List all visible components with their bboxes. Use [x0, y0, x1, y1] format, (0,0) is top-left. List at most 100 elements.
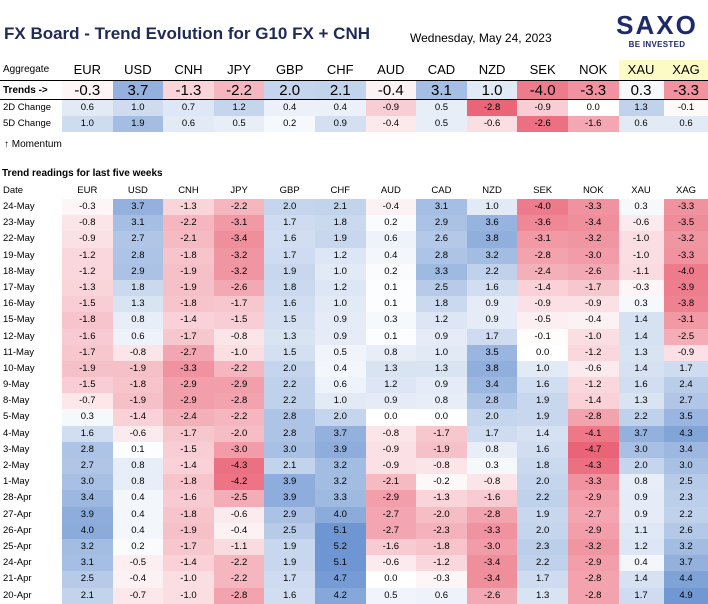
weekly-cell: -0.8 — [213, 328, 265, 345]
weekly-cell: -0.3 — [62, 199, 113, 216]
currency-header-nok: NOK — [579, 62, 608, 77]
weekly-cell: 1.6 — [264, 231, 315, 248]
weekly-cell: 2.5 — [416, 279, 467, 297]
weekly-cell: -3.2 — [663, 231, 708, 248]
weekly-cell: -1.5 — [163, 441, 214, 458]
weekly-cell: 0.2 — [112, 538, 164, 556]
weekly-cell: -2.7 — [567, 506, 619, 523]
weekly-cell: -2.6 — [213, 279, 265, 297]
weekly-header-gbp: GBP — [279, 185, 300, 196]
weekly-cell: -2.2 — [213, 360, 265, 378]
trend-value-cad: 3.1 — [416, 80, 467, 100]
weekly-cell: -3.9 — [663, 279, 708, 297]
weekly-cell: 3.3 — [314, 490, 366, 507]
weekly-cell: -1.7 — [567, 279, 619, 297]
weekly-cell: 0.4 — [618, 555, 664, 572]
weekly-cell: 1.4 — [618, 360, 664, 378]
weekly-cell: -1.5 — [62, 377, 113, 394]
weekly-cell: -1.8 — [416, 538, 467, 556]
change-5d-nok: -1.6 — [567, 116, 619, 132]
weekly-cell: 2.6 — [416, 231, 467, 248]
weekly-cell: -1.7 — [163, 538, 214, 556]
weekly-cell: 1.9 — [517, 393, 568, 410]
weekly-cell: 2.8 — [112, 247, 164, 264]
weekly-cell: -2.9 — [163, 393, 214, 410]
change-5d-xag: 0.6 — [663, 116, 708, 132]
weekly-cell: -3.8 — [663, 296, 708, 313]
weekly-cell: -1.7 — [213, 296, 265, 313]
weekly-cell: 0.8 — [112, 474, 164, 491]
aggregate-label: Aggregate — [3, 64, 50, 75]
weekly-cell: -2.7 — [365, 506, 417, 523]
weekly-cell: -1.4 — [567, 393, 619, 410]
change-5d-sek: -2.6 — [517, 116, 568, 132]
weekly-cell: 1.3 — [416, 360, 467, 378]
weekly-cell: -3.3 — [663, 247, 708, 264]
weekly-cell: 1.2 — [365, 377, 417, 394]
row-date: 28-Apr — [3, 492, 32, 504]
weekly-cell: 2.3 — [663, 490, 708, 507]
weekly-cell: -1.1 — [618, 263, 664, 280]
weekly-cell: 0.0 — [416, 409, 467, 426]
weekly-cell: -1.8 — [62, 312, 113, 329]
logo-wordmark: SAXO — [616, 10, 698, 40]
weekly-cell: -3.4 — [466, 571, 518, 588]
weekly-header-usd: USD — [127, 185, 148, 196]
weekly-cell: -2.7 — [163, 344, 214, 361]
weekly-cell: 0.9 — [466, 312, 518, 329]
trend-value-xag: -3.3 — [663, 80, 708, 100]
weekly-cell: -2.2 — [213, 199, 265, 216]
weekly-cell: -1.0 — [618, 247, 664, 264]
weekly-cell: -0.5 — [517, 312, 568, 329]
change-5d-nzd: -0.6 — [466, 116, 518, 132]
change-5d-xau: 0.6 — [618, 116, 664, 132]
weekly-header-sek: SEK — [533, 185, 553, 196]
weekly-header-eur: EUR — [77, 185, 98, 196]
row-date: 23-May — [3, 217, 35, 229]
weekly-cell: 0.9 — [618, 506, 664, 523]
weekly-cell: 0.1 — [365, 328, 417, 345]
weekly-cell: -3.1 — [517, 231, 568, 248]
weekly-cell: 3.0 — [618, 441, 664, 458]
weekly-cell: 3.1 — [62, 555, 113, 572]
weekly-cell: 1.9 — [517, 506, 568, 523]
weekly-cell: 1.3 — [618, 393, 664, 410]
change-2d-aud: -0.9 — [365, 100, 417, 116]
weekly-cell: 2.1 — [264, 458, 315, 475]
weekly-cell: -4.0 — [517, 199, 568, 216]
currency-header-nzd: NZD — [478, 62, 506, 77]
weekly-cell: 3.6 — [466, 215, 518, 232]
weekly-cell: 1.7 — [264, 215, 315, 232]
weekly-cell: 2.8 — [264, 409, 315, 426]
weekly-cell: 3.4 — [663, 441, 708, 458]
weekly-cell: 2.0 — [314, 409, 366, 426]
weekly-cell: -1.7 — [163, 328, 214, 345]
weekly-cell: 4.4 — [663, 571, 708, 588]
weekly-cell: 0.0 — [517, 344, 568, 361]
trend-value-xau: 0.3 — [618, 80, 664, 100]
weekly-cell: -2.6 — [466, 587, 518, 604]
weekly-cell: 4.9 — [663, 587, 708, 604]
weekly-cell: 3.9 — [264, 490, 315, 507]
row-date: 1-May — [3, 476, 30, 488]
weekly-cell: 0.3 — [618, 199, 664, 216]
weekly-cell: 2.0 — [618, 458, 664, 475]
row-date: 21-Apr — [3, 573, 32, 585]
weekly-cell: 1.4 — [517, 425, 568, 442]
aggregate-header-row: Aggregate EUR USD CNH JPY GBP CHF AUD CAD NZD SEK N… — [0, 60, 708, 80]
weekly-cell: -2.9 — [567, 555, 619, 572]
currency-header-sek: SEK — [529, 62, 556, 77]
weekly-cell: 0.1 — [365, 279, 417, 297]
weekly-cell: 2.0 — [466, 409, 518, 426]
weekly-cell: 2.0 — [264, 360, 315, 378]
weekly-cell: -4.1 — [567, 425, 619, 442]
row-date: 4-May — [3, 427, 30, 439]
weekly-cell: -3.3 — [466, 522, 518, 539]
weekly-cell: -2.6 — [567, 263, 619, 280]
weekly-cell: 0.8 — [365, 344, 417, 361]
weekly-cell: 1.3 — [365, 360, 417, 378]
weekly-cell: -1.2 — [62, 247, 113, 264]
weekly-cell: -1.9 — [112, 360, 164, 378]
weekly-cell: 2.1 — [314, 199, 366, 216]
weekly-cell: 1.8 — [517, 458, 568, 475]
